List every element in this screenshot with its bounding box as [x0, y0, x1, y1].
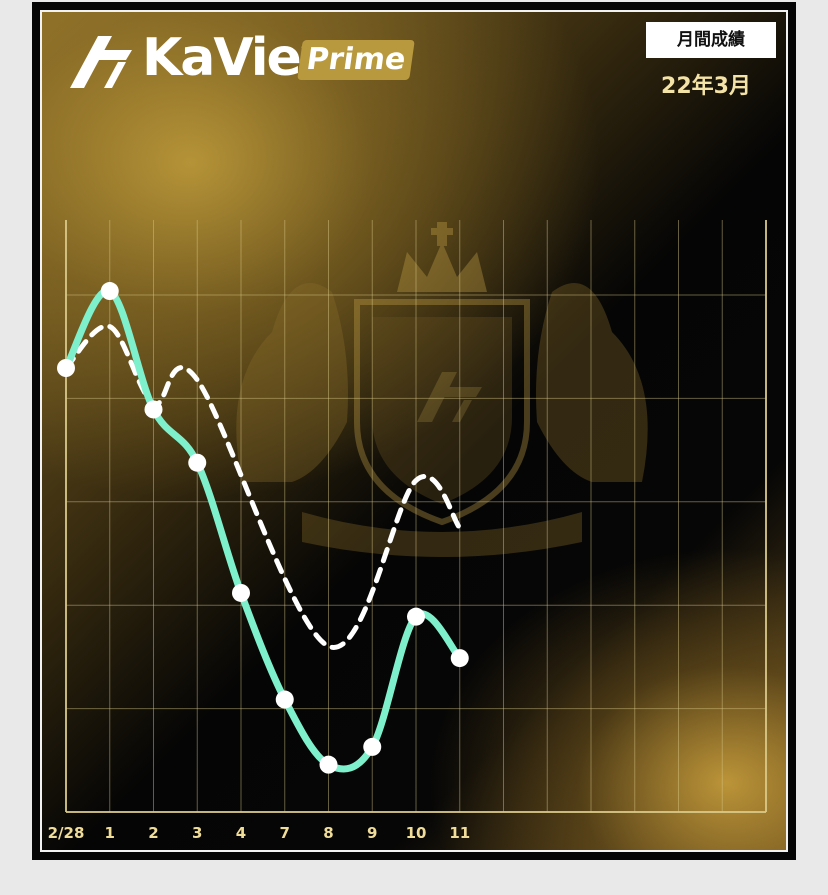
data-point	[188, 453, 207, 472]
x-tick-label: 2/28	[48, 824, 85, 842]
data-point	[232, 583, 250, 602]
period-value: 22年3月	[661, 74, 751, 99]
series-line-main	[62, 287, 464, 773]
line-chart: 2/28 1 2 3 4 7 8 9 10 11	[48, 220, 767, 842]
x-tick-label: 4	[236, 824, 246, 842]
kaview-logo-icon	[70, 36, 132, 88]
x-tick-label: 8	[323, 824, 333, 842]
x-tick-label: 10	[406, 824, 427, 842]
x-tick-label: 7	[280, 824, 290, 842]
crest-emblem-icon	[236, 222, 648, 557]
data-point	[144, 400, 163, 419]
chart-grid	[65, 220, 767, 813]
data-point	[100, 282, 119, 301]
x-tick-label: 11	[449, 824, 470, 842]
x-tick-label: 2	[148, 824, 158, 842]
data-point	[363, 737, 382, 756]
data-point	[407, 607, 425, 626]
period-box: 月間成績	[646, 22, 776, 58]
x-axis-ticks: 2/28 1 2 3 4 7 8 9 10 11	[48, 824, 471, 842]
data-point	[450, 649, 469, 668]
chart-series	[57, 282, 469, 774]
x-tick-label: 3	[192, 824, 202, 842]
series-line-compare	[63, 323, 463, 650]
chart-card: KaView Prime 月間成績 22年3月 2/28 1 2 3 4 7 8 9 10 11	[40, 10, 788, 852]
data-point	[319, 755, 338, 774]
x-tick-label: 9	[367, 824, 377, 842]
data-point	[57, 359, 75, 377]
data-point	[275, 690, 294, 709]
chart-frame: KaView Prime 月間成績 22年3月 2/28 1 2 3 4 7 8 9 10 11	[32, 2, 796, 860]
x-tick-label: 1	[105, 824, 115, 842]
